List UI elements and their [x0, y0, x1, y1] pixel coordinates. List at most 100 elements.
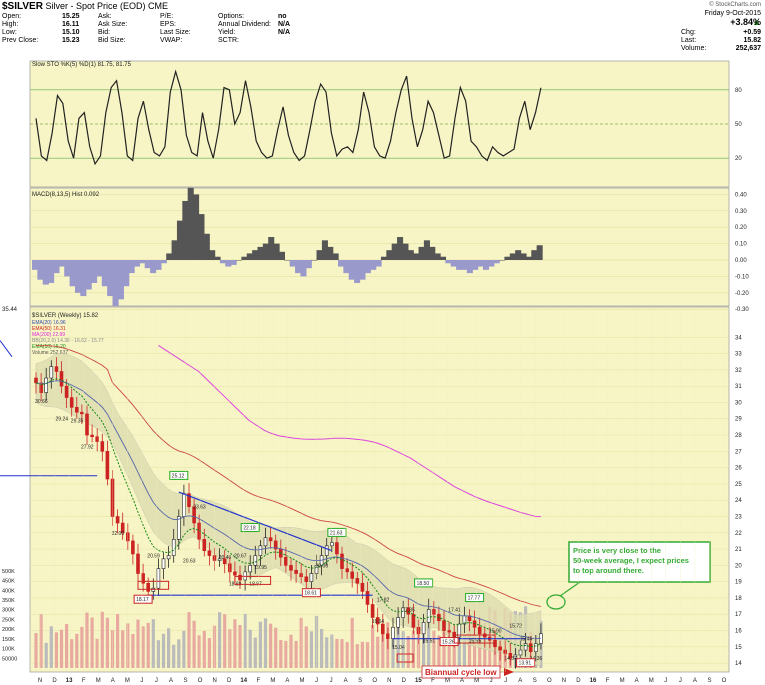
candle-body: [120, 522, 125, 534]
volume-bar: [207, 638, 211, 668]
price-tick-label: 15: [735, 645, 742, 651]
price-tick-label: 29: [735, 417, 742, 423]
macd-tick-label: 0.00: [735, 258, 747, 264]
macd-hist-bar: [91, 260, 98, 283]
range-box: [453, 634, 496, 644]
volume-bar: [269, 623, 273, 668]
macd-hist-bar: [160, 260, 167, 264]
candle-body: [345, 568, 349, 573]
price-tick-label: 19: [735, 580, 742, 586]
macd-hist-bar: [241, 256, 248, 260]
volume-bar: [289, 634, 293, 668]
volume-tick-label: 400K: [2, 588, 15, 594]
macd-hist-bar: [252, 250, 259, 260]
volume-bar: [100, 611, 104, 668]
symbol-description: Silver - Spot Price (EOD) CME: [45, 1, 168, 11]
volume-bar: [350, 617, 354, 668]
price-annotation: 17.35: [402, 607, 415, 613]
candle-body: [273, 540, 278, 550]
macd-hist-bar: [456, 260, 463, 270]
macd-hist-bar: [80, 260, 87, 297]
volume-bar: [422, 631, 426, 668]
macd-hist-bar: [42, 260, 49, 285]
price-annotation: 15.04: [392, 645, 405, 651]
price-annotation: 20.63: [183, 558, 196, 564]
x-axis-label: N: [38, 678, 42, 684]
legend-item: EMA(50) 16.31: [32, 326, 66, 332]
macd-tick-label: -0.10: [735, 274, 749, 280]
x-axis-label: 15: [415, 678, 422, 684]
boxed-low: [301, 588, 321, 598]
macd-hist-bar: [262, 243, 269, 260]
x-axis-label: A: [635, 678, 639, 684]
macd-hist-bar: [450, 260, 457, 267]
candle-body: [299, 573, 304, 578]
volume-bar: [80, 626, 84, 668]
macd-hist-bar: [343, 260, 350, 274]
x-axis-label: N: [562, 678, 566, 684]
price-tick-label: 34: [735, 335, 742, 341]
cycle-label-box: [421, 665, 501, 679]
volume-bar: [126, 623, 130, 668]
candle-body: [177, 516, 181, 540]
boxed-high-label: 18.50: [417, 581, 430, 587]
volume-bar: [136, 619, 140, 668]
x-axis-label: O: [722, 678, 727, 684]
candle-body: [263, 537, 268, 547]
macd-hist-bar: [429, 246, 436, 260]
macd-hist-bar: [515, 250, 522, 260]
volume-bar: [156, 640, 160, 668]
boxed-high-label: 22.18: [243, 526, 256, 532]
x-axis-label: S: [533, 678, 537, 684]
x-axis-label: A: [285, 678, 289, 684]
candle-body: [426, 609, 431, 623]
quote-value: 15.23: [62, 37, 80, 44]
volume-bar: [345, 641, 349, 668]
x-axis-label: J: [330, 678, 333, 684]
volume-bar: [432, 630, 436, 668]
quote-label: VWAP:: [160, 37, 183, 44]
macd-hist-bar: [407, 250, 414, 260]
candle-body: [513, 654, 518, 659]
macd-hist-bar: [166, 253, 173, 260]
macd-hist-bar: [504, 256, 511, 260]
candle-body: [182, 493, 186, 517]
macd-tick-label: 0.40: [735, 192, 747, 198]
price-annotation: 20.46: [219, 555, 232, 561]
candle-body: [503, 649, 508, 654]
candle-body: [34, 377, 38, 384]
volume-bar: [161, 633, 166, 668]
volume-bar: [304, 626, 308, 668]
macd-hist-bar: [96, 260, 103, 277]
price-tick-label: 18: [735, 596, 742, 602]
boxed-high-label: 25.12: [172, 473, 185, 479]
volume-bar: [85, 612, 89, 668]
volume-bar: [284, 640, 288, 668]
volume-bar: [452, 633, 456, 668]
volume-bar: [116, 614, 120, 668]
volume-bar: [396, 620, 400, 668]
quote-col-2: Ask: Ask Size: Bid: Bid Size:: [98, 13, 127, 45]
trendline-down: [178, 491, 333, 552]
volume-bar: [427, 614, 431, 668]
boxed-high: [327, 527, 347, 537]
macd-hist-bar: [509, 253, 516, 260]
macd-hist-bar: [150, 260, 157, 274]
x-axis-label: 13: [66, 678, 73, 684]
macd-hist-bar: [198, 214, 205, 260]
macd-tick-label: 0.20: [735, 225, 747, 231]
macd-hist-bar: [423, 240, 430, 260]
macd-hist-bar: [225, 260, 232, 267]
volume-bar: [182, 630, 186, 668]
candle-body: [309, 573, 314, 582]
quote-value: 15.25: [62, 13, 80, 20]
volume-bar: [391, 632, 395, 668]
macd-hist-bar: [64, 260, 71, 277]
price-annotation: 14.36: [530, 656, 543, 662]
macd-hist-bar: [466, 260, 473, 274]
x-axis-label: M: [270, 678, 275, 684]
x-axis-label: 14: [240, 678, 247, 684]
macd-hist-bar: [284, 260, 291, 261]
candle-body: [528, 643, 533, 653]
macd-hist-bar: [112, 260, 119, 306]
